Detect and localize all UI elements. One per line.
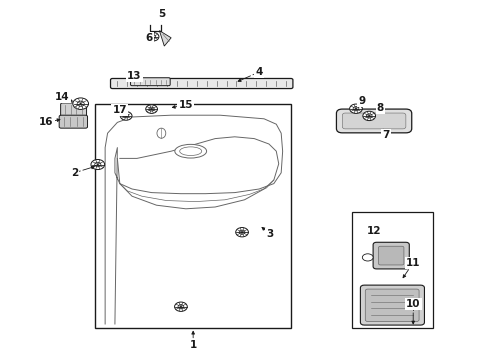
Text: 13: 13 [127,71,142,81]
Circle shape [91,159,104,170]
Circle shape [178,305,183,309]
Circle shape [145,105,157,113]
Text: 4: 4 [255,67,263,77]
Text: 9: 9 [358,96,365,106]
Text: 14: 14 [55,92,70,102]
FancyBboxPatch shape [378,246,403,265]
FancyBboxPatch shape [336,109,411,133]
FancyBboxPatch shape [360,285,424,325]
Text: 3: 3 [266,229,273,239]
FancyBboxPatch shape [59,115,87,128]
Circle shape [366,114,371,118]
FancyBboxPatch shape [372,242,408,269]
Ellipse shape [180,147,201,156]
Circle shape [349,104,362,113]
FancyBboxPatch shape [110,78,292,89]
Circle shape [77,101,84,106]
Circle shape [150,35,155,39]
Circle shape [149,107,154,111]
Circle shape [120,112,132,120]
Circle shape [362,111,375,121]
Circle shape [239,230,244,234]
Ellipse shape [362,254,372,261]
Ellipse shape [157,128,165,138]
Text: 10: 10 [405,299,420,309]
Circle shape [174,302,187,311]
Text: 15: 15 [178,100,193,110]
Text: 8: 8 [376,103,383,113]
FancyBboxPatch shape [342,113,405,129]
FancyBboxPatch shape [61,103,86,117]
Bar [95,104,290,328]
Text: 7: 7 [382,130,389,140]
Circle shape [95,162,101,167]
Circle shape [73,98,88,109]
Circle shape [352,107,358,111]
FancyBboxPatch shape [130,78,170,86]
Ellipse shape [175,144,206,158]
Text: 11: 11 [405,258,420,268]
Bar [351,212,432,328]
Text: 5: 5 [158,9,164,19]
Text: 17: 17 [112,105,127,115]
FancyBboxPatch shape [365,289,418,321]
Text: 6: 6 [145,33,152,43]
Text: 2: 2 [71,168,78,178]
Text: 12: 12 [366,226,381,236]
Circle shape [235,228,248,237]
Circle shape [123,114,128,118]
Circle shape [147,32,159,41]
Polygon shape [159,31,171,46]
Text: 1: 1 [189,340,196,350]
Text: 16: 16 [39,117,54,127]
